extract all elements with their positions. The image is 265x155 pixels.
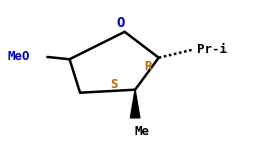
Text: Pr-i: Pr-i [197, 43, 227, 56]
Text: MeO: MeO [8, 50, 30, 63]
Text: R: R [144, 60, 152, 73]
Text: Me: Me [134, 125, 149, 138]
Text: O: O [117, 16, 125, 31]
Polygon shape [130, 90, 140, 118]
Text: S: S [110, 78, 118, 91]
